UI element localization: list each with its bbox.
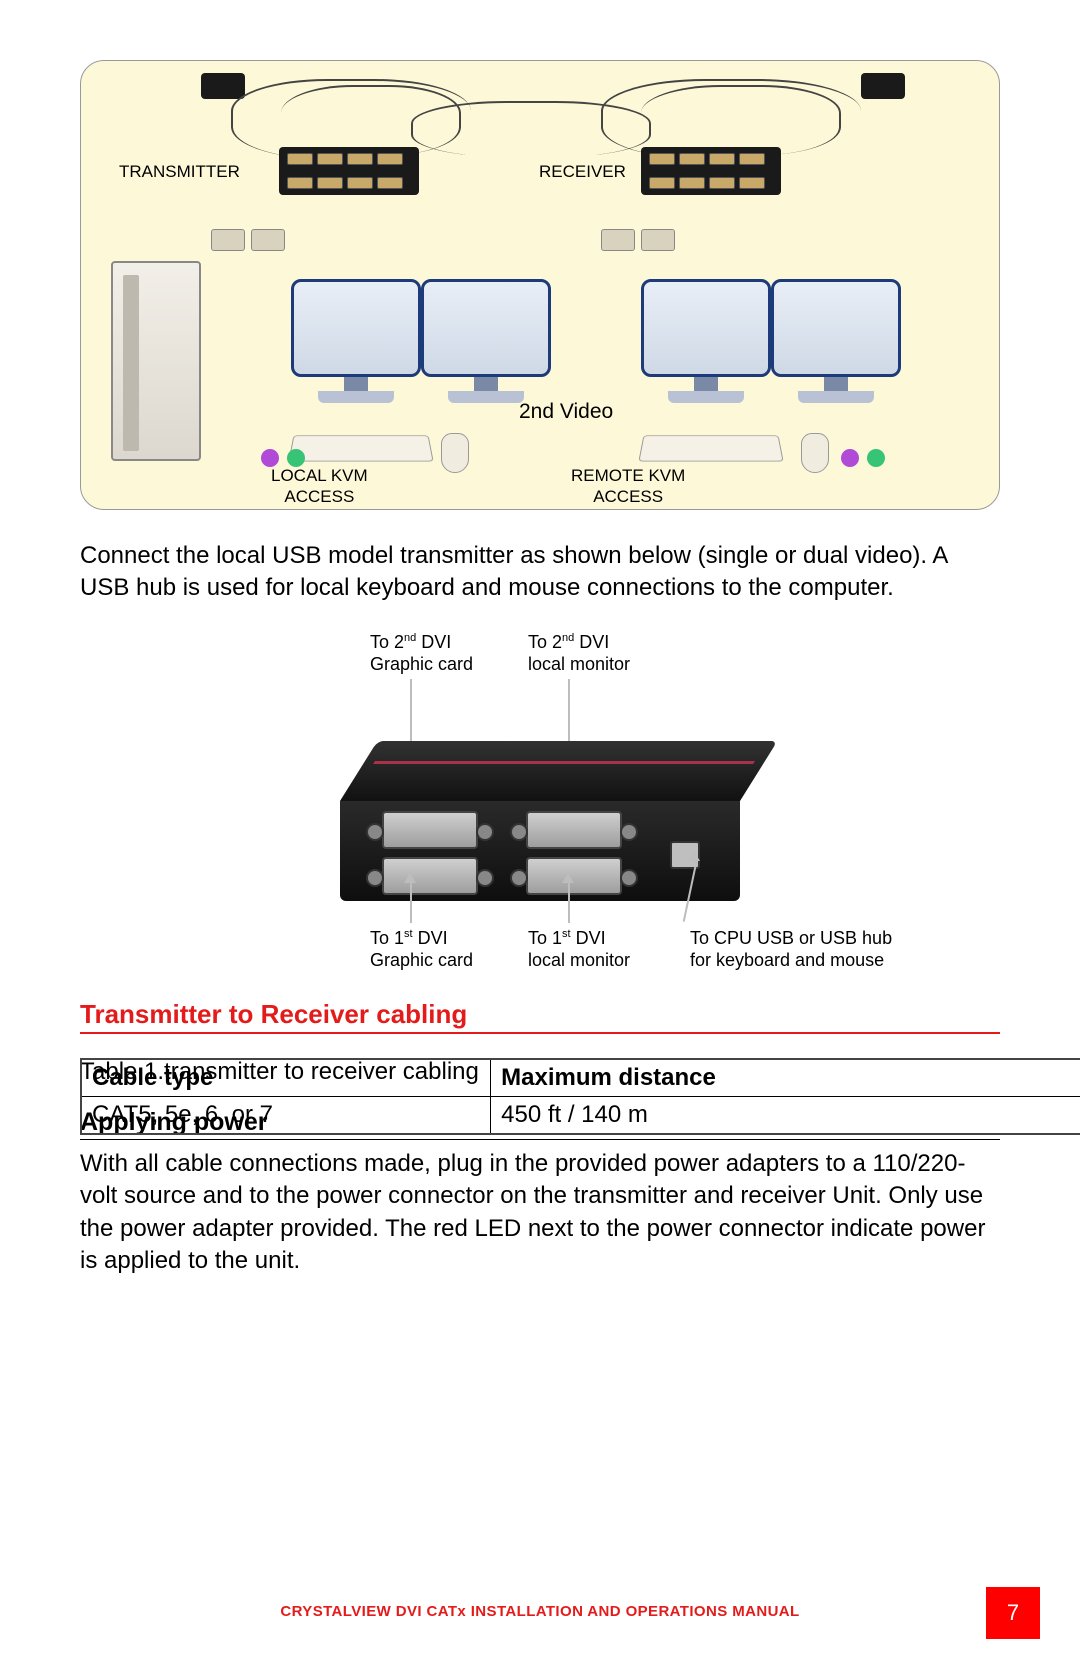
monitor-icon [771,279,901,419]
footer-text: CRYSTALVIEW DVI CATx INSTALLATION AND OP… [0,1587,1080,1620]
table-cell: CAT5, 5e, 6, or 7 [81,1096,491,1134]
table-header: Maximum distance [491,1059,1080,1097]
keyboard-icon [638,435,783,461]
table-cell: 450 ft / 140 m [491,1096,1080,1134]
dvi-plug-icon [641,229,675,251]
monitor-icon [291,279,421,419]
callout-cpu-usb: To CPU USB or USB hubfor keyboard and mo… [690,927,892,972]
monitor-icon [421,279,551,419]
callout-1st-dvi-monitor: To 1st DVIlocal monitor [528,927,630,972]
cable-icon [411,101,651,157]
dvi-port-icon [382,811,478,849]
receiver-label: RECEIVER [539,161,626,182]
ps2-connector-icon [287,449,305,467]
cable-icon [641,85,841,155]
transmitter-device-icon [340,741,740,901]
connection-diagram: TRANSMITTER RECEIVER 2nd Video LOCAL KVM… [80,60,1000,510]
callout-1st-dvi-card: To 1st DVIGraphic card [370,927,473,972]
arrow-head-icon [562,873,574,883]
power-paragraph: With all cable connections made, plug in… [80,1148,1000,1278]
mouse-icon [441,433,469,473]
section-heading: Transmitter to Receiver cabling [80,999,1000,1034]
intro-paragraph: Connect the local USB model transmitter … [80,540,1000,605]
transmitter-label: TRANSMITTER [119,161,240,182]
callout-arrow-icon [410,881,412,923]
keyboard-icon [288,435,433,461]
mouse-icon [801,433,829,473]
monitor-icon [641,279,771,419]
ps2-connector-icon [261,449,279,467]
callout-2nd-dvi-card: To 2nd DVIGraphic card [370,631,473,676]
ps2-connector-icon [867,449,885,467]
power-supply-icon [861,73,905,99]
page-footer: CRYSTALVIEW DVI CATx INSTALLATION AND OP… [0,1587,1080,1639]
table-row: Cable type Maximum distance [81,1059,1080,1097]
callout-arrow-icon [568,881,570,923]
dvi-port-icon [526,811,622,849]
dvi-port-icon [526,857,622,895]
table-header: Cable type [81,1059,491,1097]
remote-kvm-label: REMOTE KVM ACCESS [571,465,685,508]
dvi-port-icon [382,857,478,895]
dvi-plug-icon [211,229,245,251]
tower-pc-icon [111,261,201,461]
local-kvm-label: LOCAL KVM ACCESS [271,465,368,508]
page-number: 7 [986,1587,1040,1639]
transmitter-unit-icon [279,147,419,195]
dvi-plug-icon [601,229,635,251]
power-supply-icon [201,73,245,99]
callout-2nd-dvi-monitor: To 2nd DVIlocal monitor [528,631,630,676]
arrow-head-icon [688,851,700,861]
receiver-unit-icon [641,147,781,195]
arrow-head-icon [404,873,416,883]
transmitter-callout-diagram: To 2nd DVIGraphic card To 2nd DVIlocal m… [80,631,1000,971]
ps2-connector-icon [841,449,859,467]
table-row: CAT5, 5e, 6, or 7 450 ft / 140 m [81,1096,1080,1134]
cable-table: Cable type Maximum distance CAT5, 5e, 6,… [80,1058,1080,1135]
dvi-plug-icon [251,229,285,251]
